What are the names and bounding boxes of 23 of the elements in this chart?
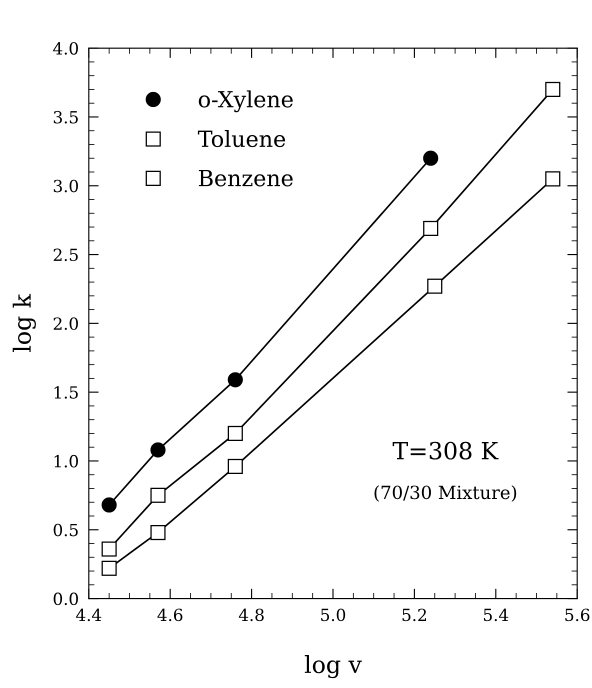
- y-tick-label: 3.0: [54, 180, 78, 192]
- x-tick-label: 5.2: [402, 608, 426, 622]
- y-tick-label: 1.0: [54, 454, 78, 468]
- legend-label: Benzene: [198, 170, 293, 186]
- y-tick-label: 2.0: [54, 317, 78, 330]
- y-tick-label: 4.0: [53, 42, 78, 55]
- annotation: T=308 K: [392, 442, 499, 460]
- y-tick-label: 0.5: [54, 524, 78, 536]
- y-tick-label: 2.5: [54, 248, 78, 262]
- x-tick-label: 4.6: [157, 608, 182, 622]
- x-tick-label: 5.4: [484, 608, 508, 622]
- x-axis-title: log v: [304, 654, 362, 678]
- annotation: (70/30 Mixture): [374, 485, 516, 502]
- x-tick-label: 5.0: [321, 608, 346, 622]
- y-tick-label: 3.5: [54, 110, 78, 124]
- x-tick-label: 5.6: [565, 608, 590, 622]
- x-tick-label: 4.4: [76, 608, 102, 622]
- legend-label: o-Xylene: [198, 90, 293, 112]
- y-tick-label: 1.5: [54, 386, 78, 399]
- y-axis-title: log k: [12, 294, 36, 352]
- y-tick-label: 0.0: [54, 592, 78, 606]
- legend-label: Toluene: [198, 130, 286, 148]
- x-tick-label: 4.8: [238, 608, 264, 622]
